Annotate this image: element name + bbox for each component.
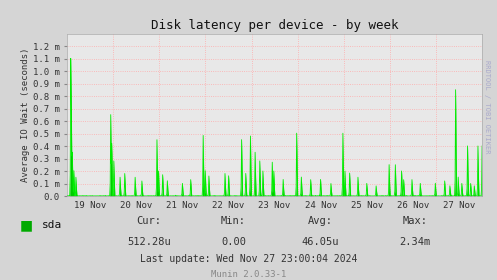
- Text: Munin 2.0.33-1: Munin 2.0.33-1: [211, 270, 286, 279]
- Y-axis label: Average IO Wait (seconds): Average IO Wait (seconds): [21, 48, 30, 182]
- Title: Disk latency per device - by week: Disk latency per device - by week: [151, 19, 398, 32]
- Text: Max:: Max:: [403, 216, 427, 226]
- Text: sda: sda: [42, 220, 63, 230]
- Text: RRDTOOL / TOBI OETIKER: RRDTOOL / TOBI OETIKER: [484, 60, 490, 153]
- Text: 512.28u: 512.28u: [127, 237, 171, 247]
- Text: 46.05u: 46.05u: [302, 237, 339, 247]
- Text: 2.34m: 2.34m: [400, 237, 430, 247]
- Text: Last update: Wed Nov 27 23:00:04 2024: Last update: Wed Nov 27 23:00:04 2024: [140, 254, 357, 264]
- Text: Cur:: Cur:: [137, 216, 162, 226]
- Text: Min:: Min:: [221, 216, 246, 226]
- Text: ■: ■: [20, 218, 33, 232]
- Text: 0.00: 0.00: [221, 237, 246, 247]
- Text: Avg:: Avg:: [308, 216, 333, 226]
